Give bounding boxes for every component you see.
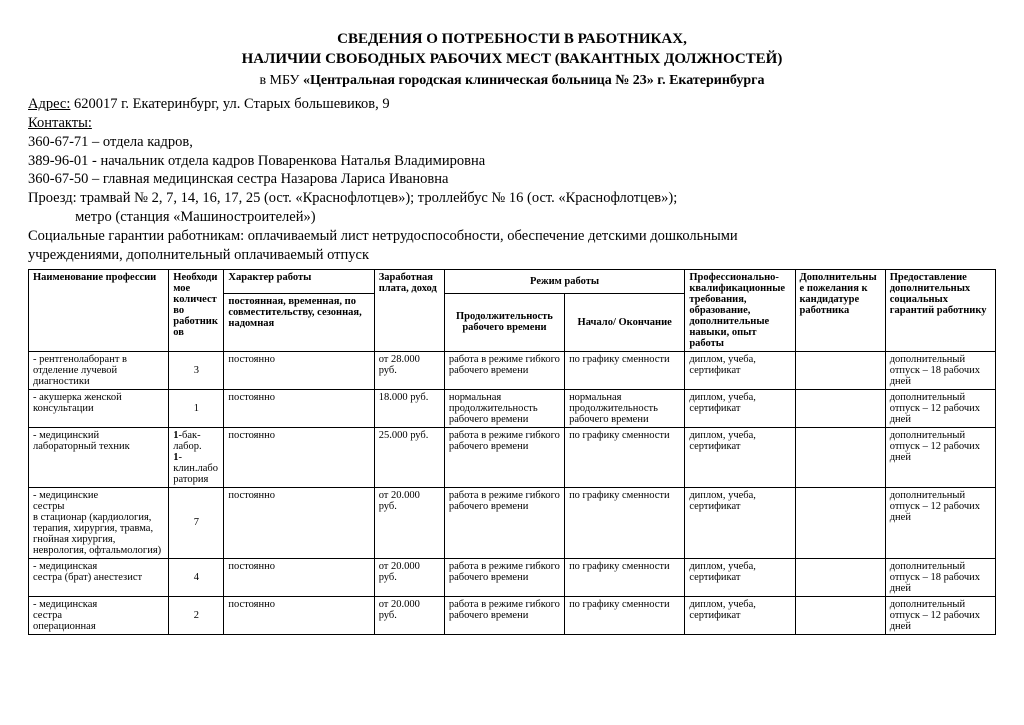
table-row: - акушерка женской консультации1постоянн…: [29, 389, 996, 427]
cell-salary: 18.000 руб.: [374, 389, 444, 427]
cell-duration: работа в режиме гибкого рабочего времени: [444, 487, 564, 558]
table-row: - медицинский лабораторный техник1-бак-л…: [29, 427, 996, 487]
subtitle: в МБУ «Центральная городская клиническая…: [28, 73, 996, 89]
cell-character: постоянно: [224, 558, 374, 596]
table-body: - рентгенолаборант в отделение лучевой д…: [29, 351, 996, 634]
cell-character: постоянно: [224, 427, 374, 487]
cell-profession: - медицинская сестра (брат) анестезист: [29, 558, 169, 596]
cell-duration: работа в режиме гибкого рабочего времени: [444, 427, 564, 487]
cell-wishes: [795, 596, 885, 634]
table-row: - медицинская сестра (брат) анестезист4п…: [29, 558, 996, 596]
cell-wishes: [795, 389, 885, 427]
transport-line-1: Проезд: трамвай № 2, 7, 14, 16, 17, 25 (…: [28, 189, 996, 208]
cell-character: постоянно: [224, 596, 374, 634]
cell-duration: работа в режиме гибкого рабочего времени: [444, 596, 564, 634]
cell-requirements: диплом, учеба, сертификат: [685, 487, 795, 558]
th-profession: Наименование профессии: [29, 269, 169, 351]
th-duration: Продолжительность рабочего времени: [444, 293, 564, 351]
contact-line-2: 389-96-01 - начальник отдела кадров Пова…: [28, 152, 996, 171]
cell-profession: - рентгенолаборант в отделение лучевой д…: [29, 351, 169, 389]
vacancies-table: Наименование профессии Необходимое колич…: [28, 269, 996, 635]
cell-schedule: по графику сменности: [565, 487, 685, 558]
cell-qty: 1-бак-лабор.1-клин.лаборатория: [169, 427, 224, 487]
cell-profession: - медицинская сестра операционная: [29, 596, 169, 634]
cell-duration: работа в режиме гибкого рабочего времени: [444, 558, 564, 596]
title-block: СВЕДЕНИЯ О ПОТРЕБНОСТИ В РАБОТНИКАХ, НАЛ…: [28, 30, 996, 69]
transport-line-2: метро (станция «Машиностроителей»): [28, 208, 996, 227]
cell-requirements: диплом, учеба, сертификат: [685, 596, 795, 634]
th-benefits: Предоставление дополнительных социальных…: [885, 269, 995, 351]
cell-duration: нормальная продолжительность рабочего вр…: [444, 389, 564, 427]
guarantees-line-2: учреждениями, дополнительный оплачиваемы…: [28, 246, 996, 265]
address-line: Адрес: 620017 г. Екатеринбург, ул. Стары…: [28, 95, 996, 114]
cell-benefits: дополнительный отпуск – 12 рабочих дней: [885, 596, 995, 634]
cell-qty: 1: [169, 389, 224, 427]
cell-benefits: дополнительный отпуск – 18 рабочих дней: [885, 558, 995, 596]
th-requirements: Профессионально-квалификационные требова…: [685, 269, 795, 351]
title-line-2: НАЛИЧИИ СВОБОДНЫХ РАБОЧИХ МЕСТ (ВАКАНТНЫ…: [28, 50, 996, 70]
cell-wishes: [795, 351, 885, 389]
cell-salary: от 20.000 руб.: [374, 487, 444, 558]
cell-duration: работа в режиме гибкого рабочего времени: [444, 351, 564, 389]
cell-benefits: дополнительный отпуск – 12 рабочих дней: [885, 427, 995, 487]
contact-line-3: 360-67-50 – главная медицинская сестра Н…: [28, 170, 996, 189]
cell-wishes: [795, 558, 885, 596]
cell-schedule: по графику сменности: [565, 558, 685, 596]
cell-wishes: [795, 487, 885, 558]
title-line-1: СВЕДЕНИЯ О ПОТРЕБНОСТИ В РАБОТНИКАХ,: [28, 30, 996, 50]
cell-profession: - акушерка женской консультации: [29, 389, 169, 427]
cell-profession: - медицинский лабораторный техник: [29, 427, 169, 487]
cell-salary: от 28.000 руб.: [374, 351, 444, 389]
th-schedule: Начало/ Окончание: [565, 293, 685, 351]
cell-requirements: диплом, учеба, сертификат: [685, 427, 795, 487]
table-head: Наименование профессии Необходимое колич…: [29, 269, 996, 351]
cell-benefits: дополнительный отпуск – 18 рабочих дней: [885, 351, 995, 389]
cell-salary: от 20.000 руб.: [374, 558, 444, 596]
table-row: - рентгенолаборант в отделение лучевой д…: [29, 351, 996, 389]
cell-salary: от 20.000 руб.: [374, 596, 444, 634]
cell-schedule: нормальная продолжительность рабочего вр…: [565, 389, 685, 427]
cell-requirements: диплом, учеба, сертификат: [685, 351, 795, 389]
th-salary: Заработная плата, доход: [374, 269, 444, 351]
address-label: Адрес:: [28, 96, 70, 112]
cell-schedule: по графику сменности: [565, 596, 685, 634]
cell-qty: 7: [169, 487, 224, 558]
info-block: Адрес: 620017 г. Екатеринбург, ул. Стары…: [28, 95, 996, 265]
cell-character: постоянно: [224, 351, 374, 389]
table-row: - медицинская сестра операционная2постоя…: [29, 596, 996, 634]
th-char-sub: постоянная, временная, по совместительст…: [224, 293, 374, 351]
cell-character: постоянно: [224, 487, 374, 558]
contacts-label: Контакты:: [28, 115, 92, 131]
cell-requirements: диплом, учеба, сертификат: [685, 389, 795, 427]
th-character: Характер работы: [224, 269, 374, 293]
th-mode: Режим работы: [444, 269, 684, 293]
guarantees-line-1: Социальные гарантии работникам: оплачива…: [28, 227, 996, 246]
contact-line-1: 360-67-71 – отдела кадров,: [28, 133, 996, 152]
cell-benefits: дополнительный отпуск – 12 рабочих дней: [885, 487, 995, 558]
th-qty: Необходимое количество работников: [169, 269, 224, 351]
cell-qty: 2: [169, 596, 224, 634]
cell-wishes: [795, 427, 885, 487]
cell-schedule: по графику сменности: [565, 351, 685, 389]
cell-benefits: дополнительный отпуск – 12 рабочих дней: [885, 389, 995, 427]
cell-profession: - медицинские сестры в стационар (кардио…: [29, 487, 169, 558]
cell-schedule: по графику сменности: [565, 427, 685, 487]
table-row: - медицинские сестры в стационар (кардио…: [29, 487, 996, 558]
cell-qty: 4: [169, 558, 224, 596]
th-wishes: Дополнительные пожелания к кандидатуре р…: [795, 269, 885, 351]
subtitle-prefix: в МБУ: [259, 73, 303, 88]
cell-qty: 3: [169, 351, 224, 389]
subtitle-bold: «Центральная городская клиническая больн…: [303, 73, 765, 88]
address-text: 620017 г. Екатеринбург, ул. Старых больш…: [70, 96, 389, 112]
cell-requirements: диплом, учеба, сертификат: [685, 558, 795, 596]
cell-salary: 25.000 руб.: [374, 427, 444, 487]
cell-character: постоянно: [224, 389, 374, 427]
